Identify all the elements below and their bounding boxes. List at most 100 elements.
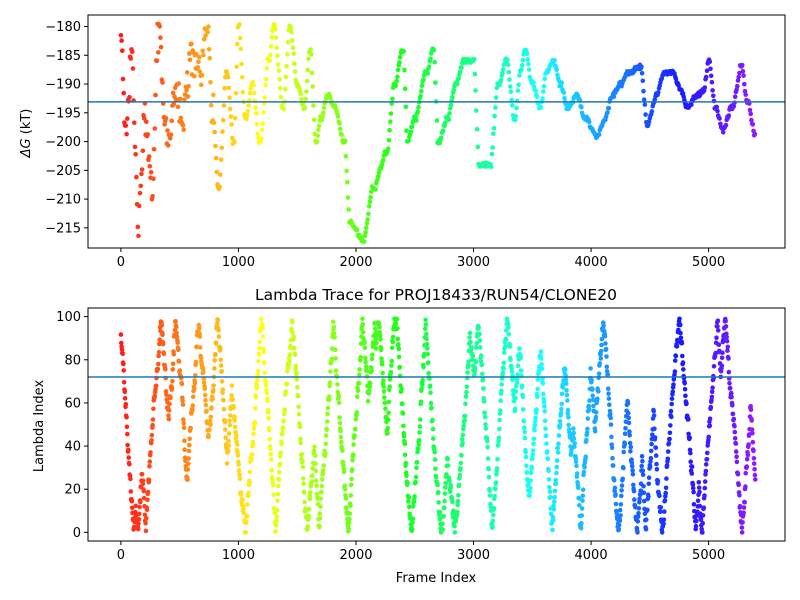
delta-g-point: [228, 114, 234, 119]
lambda-x-tick-label: 1000: [222, 548, 255, 563]
lambda-point: [351, 452, 356, 457]
delta-g-point: [308, 47, 313, 52]
lambda-point: [281, 419, 287, 424]
lambda-point: [731, 416, 737, 422]
lambda-point: [499, 388, 504, 394]
lambda-point: [420, 382, 425, 387]
lambda-point: [421, 351, 427, 357]
delta-g-point: [493, 95, 499, 100]
lambda-point: [255, 377, 260, 382]
lambda-point: [723, 324, 729, 329]
lambda-point: [424, 331, 429, 337]
lambda-point: [207, 427, 212, 432]
delta-g-point: [364, 221, 370, 226]
lambda-point: [534, 407, 539, 412]
lambda-point: [251, 431, 256, 437]
delta-g-point: [533, 88, 538, 94]
delta-g-point: [316, 127, 321, 133]
delta-g-point: [211, 92, 216, 98]
delta-g-point: [219, 145, 225, 151]
delta-g-point: [450, 94, 455, 100]
lambda-point: [491, 512, 496, 518]
lambda-point: [538, 349, 544, 354]
lambda-point: [353, 426, 358, 432]
lambda-point: [223, 435, 228, 440]
lambda-point: [590, 387, 595, 392]
lambda-point: [716, 342, 722, 348]
lambda-point: [402, 441, 408, 447]
lambda-point: [174, 334, 180, 339]
lambda-point: [269, 468, 275, 473]
delta-g-point: [299, 96, 304, 102]
lambda-point: [273, 529, 278, 534]
lambda-point: [297, 424, 303, 430]
delta-g-point: [373, 187, 378, 192]
lambda-point: [125, 442, 130, 448]
lambda-point: [321, 468, 326, 473]
delta-g-point: [246, 103, 251, 108]
lambda-point: [522, 435, 528, 441]
delta-g-point: [419, 83, 425, 88]
delta-g-point: [414, 118, 419, 123]
lambda-point: [222, 419, 228, 425]
lambda-point: [558, 422, 563, 428]
delta-g-axes-frame: [87, 14, 786, 249]
delta-g-point: [538, 104, 544, 110]
delta-g-point: [554, 67, 559, 72]
lambda-point: [129, 498, 135, 504]
lambda-point: [363, 359, 368, 365]
lambda-point: [709, 389, 715, 395]
lambda-point: [563, 377, 569, 383]
lambda-point: [418, 417, 423, 422]
lambda-x-tick-label: 0: [117, 548, 125, 563]
lambda-point: [229, 393, 234, 398]
delta-g-point: [205, 30, 210, 35]
delta-g-point: [156, 50, 161, 55]
delta-g-point: [283, 74, 289, 80]
delta-g-point: [440, 128, 446, 133]
delta-g-point: [269, 34, 275, 40]
delta-g-point: [177, 96, 183, 102]
lambda-point: [387, 377, 393, 382]
lambda-point: [447, 478, 452, 483]
delta-g-point: [181, 127, 186, 132]
lambda-point: [337, 415, 342, 420]
delta-g-point: [505, 62, 511, 68]
lambda-point: [576, 496, 582, 501]
lambda-point: [547, 489, 553, 495]
lambda-point: [678, 330, 683, 336]
lambda-point: [552, 499, 557, 505]
delta-g-point: [277, 76, 282, 82]
lambda-point: [609, 434, 614, 440]
lambda-point: [378, 347, 384, 353]
delta-g-point: [426, 64, 432, 70]
delta-g-series: [118, 21, 758, 244]
lambda-point: [274, 508, 280, 513]
lambda-point: [156, 350, 162, 355]
lambda-point: [143, 528, 149, 534]
delta-g-point: [263, 82, 268, 88]
lambda-point: [287, 352, 293, 357]
lambda-point: [554, 470, 559, 476]
delta-g-point: [162, 122, 167, 127]
lambda-point: [506, 325, 511, 330]
lambda-point: [409, 527, 415, 532]
delta-g-point: [393, 83, 399, 88]
lambda-point: [605, 372, 611, 377]
lambda-point: [740, 520, 745, 525]
delta-g-point: [552, 58, 557, 63]
lambda-point: [143, 520, 148, 526]
lambda-point: [607, 402, 612, 408]
lambda-point: [221, 407, 227, 412]
lambda-point: [245, 493, 251, 499]
lambda-point: [317, 516, 323, 521]
lambda-point: [551, 503, 556, 508]
lambda-point: [530, 456, 535, 461]
lambda-point: [664, 476, 669, 481]
delta-g-point: [260, 121, 266, 126]
lambda-point: [319, 483, 325, 489]
delta-g-x-tick-label: 3000: [457, 255, 490, 270]
lambda-point: [208, 422, 213, 428]
delta-g-point: [235, 41, 240, 47]
delta-g-point: [490, 145, 495, 150]
